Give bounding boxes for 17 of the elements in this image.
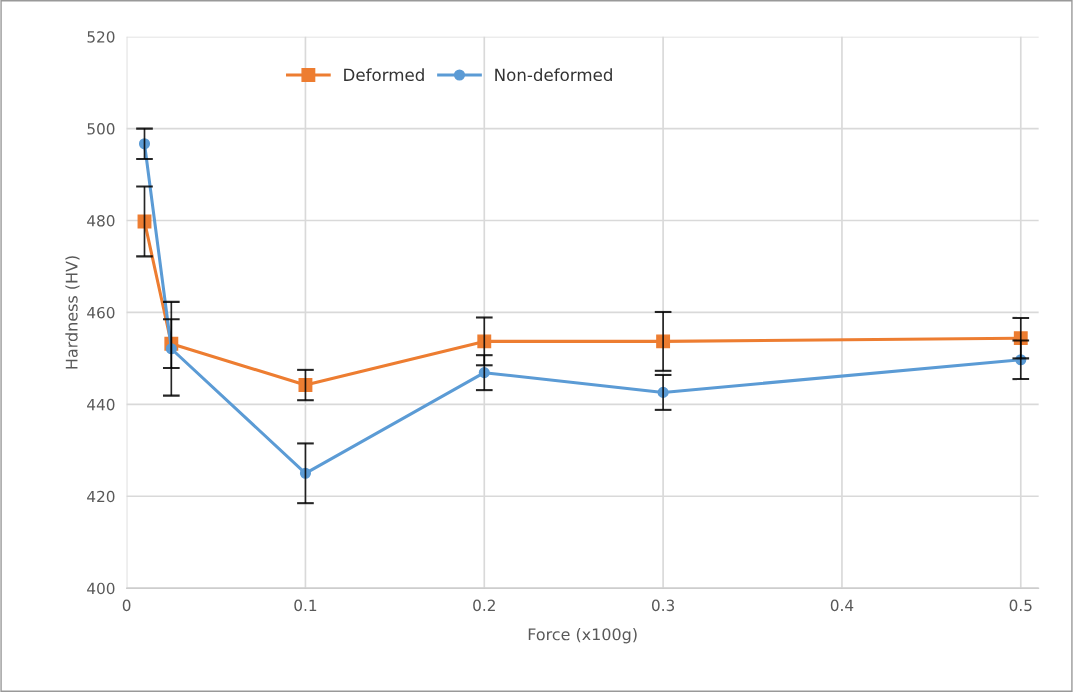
x-tick-label: 0.3 <box>651 599 675 612</box>
y-tick-label: 420 <box>87 490 115 503</box>
legend-label: Deformed <box>344 68 424 82</box>
y-tick-label: 520 <box>87 31 115 43</box>
y-tick-label: 500 <box>87 123 115 135</box>
y-tick-label: 400 <box>87 582 115 595</box>
y-tick-label: 480 <box>87 214 115 227</box>
x-tick-label: 0 <box>122 599 131 612</box>
x-tick-label: 0.4 <box>830 599 854 612</box>
y-tick-label: 460 <box>87 306 115 319</box>
x-tick-label: 0.2 <box>473 599 495 612</box>
x-axis-title: Force (x100g) <box>528 628 637 644</box>
x-tick-label: 0.5 <box>1009 599 1032 612</box>
legend-label: Non-deformed <box>495 68 612 82</box>
y-tick-label: 440 <box>87 398 115 411</box>
x-tick-label: 0.1 <box>294 599 317 612</box>
y-axis-title: Hardness (HV) <box>65 256 80 369</box>
